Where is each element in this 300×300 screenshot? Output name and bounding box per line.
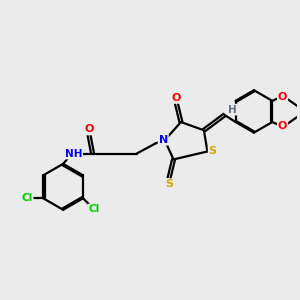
Text: H: H — [228, 105, 237, 115]
Text: O: O — [84, 124, 94, 134]
Text: Cl: Cl — [21, 193, 33, 203]
Text: S: S — [165, 179, 173, 189]
Text: S: S — [209, 146, 217, 157]
Text: N: N — [159, 135, 168, 145]
Text: O: O — [278, 92, 287, 102]
Text: Cl: Cl — [88, 205, 100, 214]
Text: O: O — [278, 121, 287, 130]
Text: O: O — [172, 93, 181, 103]
Text: NH: NH — [65, 148, 82, 158]
